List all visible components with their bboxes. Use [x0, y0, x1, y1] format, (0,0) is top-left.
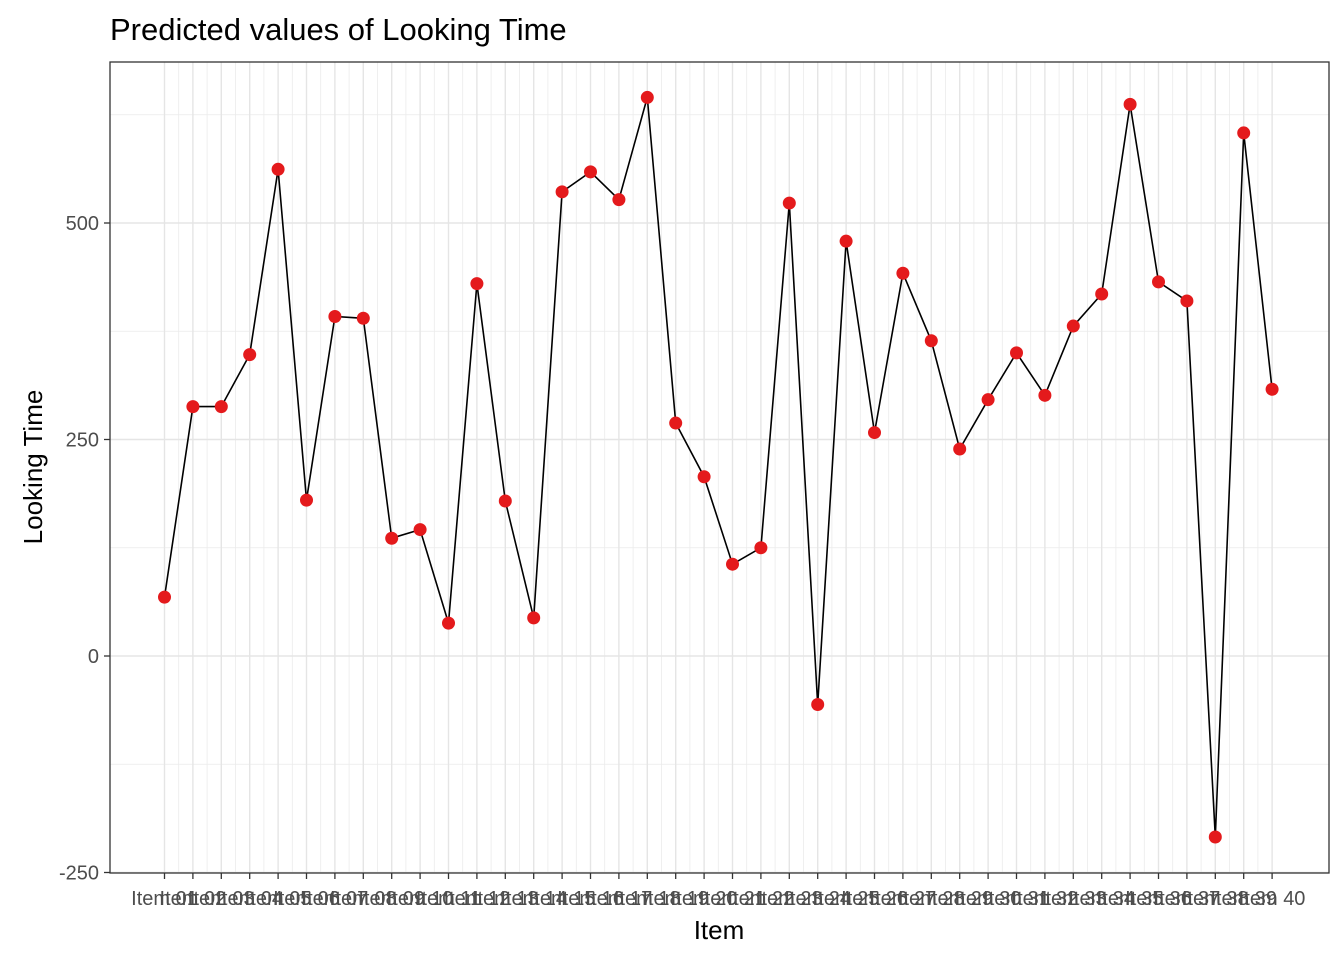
data-point	[555, 185, 569, 199]
data-point	[981, 393, 995, 407]
x-tick-label: Item 24	[784, 888, 851, 910]
x-tick-label: Item 02	[160, 888, 227, 910]
x-tick-label: Item 32	[1012, 888, 1079, 910]
data-point	[1208, 830, 1222, 844]
data-point	[271, 162, 285, 176]
x-tick-label: Item 01	[131, 888, 198, 910]
minor-gridlines	[110, 62, 1329, 873]
data-point	[442, 616, 455, 630]
data-point	[385, 531, 399, 545]
data-point	[584, 165, 597, 179]
data-point	[1010, 346, 1023, 360]
x-tick-label: Item 29	[926, 888, 993, 910]
y-tick-label: -250	[59, 863, 99, 885]
chart-title: Predicted values of Looking Time	[110, 12, 567, 47]
data-point	[527, 611, 541, 625]
data-point	[924, 334, 938, 348]
x-tick-label: Item 33	[1040, 888, 1107, 910]
data-point	[612, 193, 626, 207]
data-point	[356, 311, 370, 325]
data-point	[953, 442, 967, 456]
x-tick-label: Item 27	[870, 888, 937, 910]
data-point	[243, 348, 257, 362]
x-tick-label: Item 15	[529, 888, 596, 910]
x-tick-label: Item 28	[898, 888, 965, 910]
series-line	[163, 97, 1273, 838]
plot-panel-border	[109, 61, 1330, 874]
x-tick-label: Item 23	[756, 888, 823, 910]
data-point	[328, 310, 342, 324]
x-tick-label: Item 37	[1154, 888, 1221, 910]
data-point	[754, 541, 768, 555]
y-tick-label: 250	[66, 430, 99, 452]
x-tick-label: Item 04	[216, 888, 283, 910]
x-tick-label: Item 22	[728, 888, 795, 910]
data-series	[158, 90, 1279, 844]
major-gridlines	[110, 62, 1329, 874]
x-tick-label: Item 06	[273, 888, 340, 910]
x-tick-label: Item 03	[188, 888, 255, 910]
x-axis-title: Item	[694, 915, 745, 945]
x-tick-label: Item 38	[1182, 888, 1249, 910]
x-tick-label: Item 36	[1125, 888, 1192, 910]
x-tick-label: Item 21	[699, 888, 766, 910]
x-tick-label: Item 12	[444, 888, 511, 910]
data-point	[839, 234, 853, 248]
data-point	[214, 400, 228, 414]
x-tick-label: Item 30	[955, 888, 1022, 910]
x-tick-label: Item 10	[387, 888, 454, 910]
data-point	[669, 416, 683, 430]
data-point	[1265, 382, 1279, 396]
x-tick-label: Item 11	[416, 888, 481, 910]
data-point	[470, 277, 484, 291]
x-tick-label: Item 35	[1097, 888, 1164, 910]
x-tick-label: Item 31	[983, 888, 1050, 910]
data-point	[868, 426, 881, 440]
data-point	[640, 90, 654, 104]
x-tick-label: Item 14	[500, 888, 567, 910]
data-point	[896, 266, 910, 280]
data-point	[1095, 287, 1109, 301]
x-tick-label: Item 13	[472, 888, 539, 910]
data-point	[697, 470, 711, 484]
data-point	[1066, 319, 1080, 333]
data-point	[726, 557, 739, 571]
x-tick-label: Item 40	[1239, 888, 1306, 910]
data-point	[413, 523, 427, 537]
data-point	[1180, 294, 1194, 308]
x-tick-label: Item 25	[813, 888, 880, 910]
x-tick-label: Item 26	[841, 888, 908, 910]
x-tick-label: Item 07	[302, 888, 369, 910]
x-tick-label: Item 39	[1210, 888, 1277, 910]
x-tick-label: Item 34	[1068, 888, 1135, 910]
data-point	[1123, 97, 1137, 111]
data-point	[186, 400, 200, 414]
x-tick-label: Item 19	[642, 888, 709, 910]
data-point	[1038, 388, 1052, 402]
data-point	[811, 697, 825, 711]
data-point	[782, 196, 796, 210]
x-tick-label: Item 08	[330, 888, 397, 910]
data-point	[1152, 275, 1165, 289]
y-tick-label: 0	[88, 646, 99, 668]
x-tick-label: Item 16	[557, 888, 624, 910]
data-point	[300, 493, 313, 507]
y-tick-label: 500	[66, 213, 99, 235]
x-tick-label: Item 20	[671, 888, 738, 910]
data-point	[158, 590, 171, 604]
y-axis: -250 0 250 500	[59, 213, 110, 885]
x-tick-label: Item 18	[614, 888, 681, 910]
y-axis-title: Looking Time	[18, 390, 48, 545]
data-point	[1237, 126, 1251, 140]
x-tick-label: Item 09	[358, 888, 425, 910]
data-point	[498, 494, 512, 508]
x-tick-label: Item 17	[586, 888, 653, 910]
x-tick-label: Item 05	[245, 888, 312, 910]
